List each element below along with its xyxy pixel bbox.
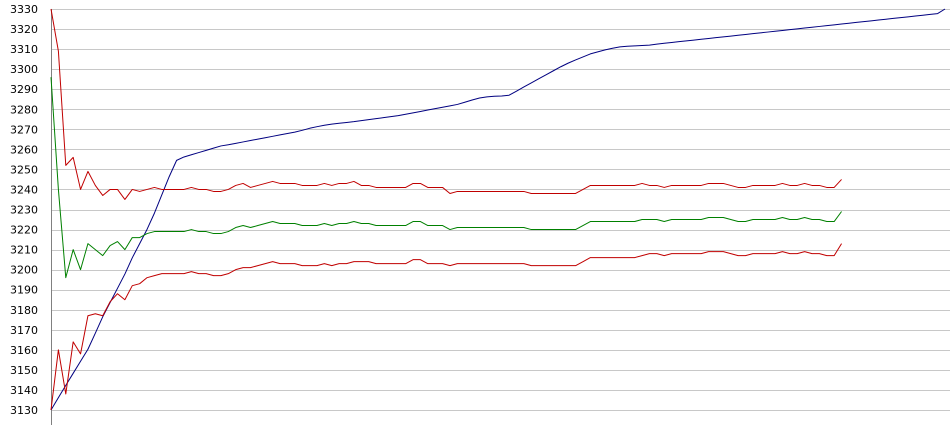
y-tick-label: 3210 (10, 244, 38, 257)
y-tick-label: 3320 (10, 23, 38, 36)
series-lines (50, 8, 946, 411)
y-tick-label: 3190 (10, 284, 38, 297)
y-tick-label: 3130 (10, 404, 38, 417)
y-tick-label: 3280 (10, 103, 38, 116)
y-tick-label: 3220 (10, 224, 38, 237)
gridlines (51, 9, 950, 411)
y-axis-tick-labels: 3130 3140 3150 3160 3170 3180 3190 3200 3210 3220… (10, 3, 38, 417)
y-tick-label: 3310 (10, 43, 38, 56)
series-line-red-upper (50, 8, 842, 200)
y-tick-label: 3330 (10, 3, 38, 16)
series-line-green (50, 77, 842, 279)
y-tick-label: 3160 (10, 344, 38, 357)
y-tick-label: 3290 (10, 83, 38, 96)
series-line-blue (50, 8, 946, 411)
y-tick-label: 3200 (10, 264, 38, 277)
y-tick-label: 3180 (10, 304, 38, 317)
series-line-red-lower (50, 243, 842, 411)
y-tick-label: 3260 (10, 143, 38, 156)
y-tick-label: 3150 (10, 364, 38, 377)
y-tick-label: 3240 (10, 183, 38, 196)
y-tick-label: 3300 (10, 63, 38, 76)
y-tick-label: 3250 (10, 163, 38, 176)
y-tick-label: 3140 (10, 384, 38, 397)
y-tick-label: 3270 (10, 123, 38, 136)
y-tick-label: 3170 (10, 324, 38, 337)
y-tick-label: 3230 (10, 204, 38, 217)
